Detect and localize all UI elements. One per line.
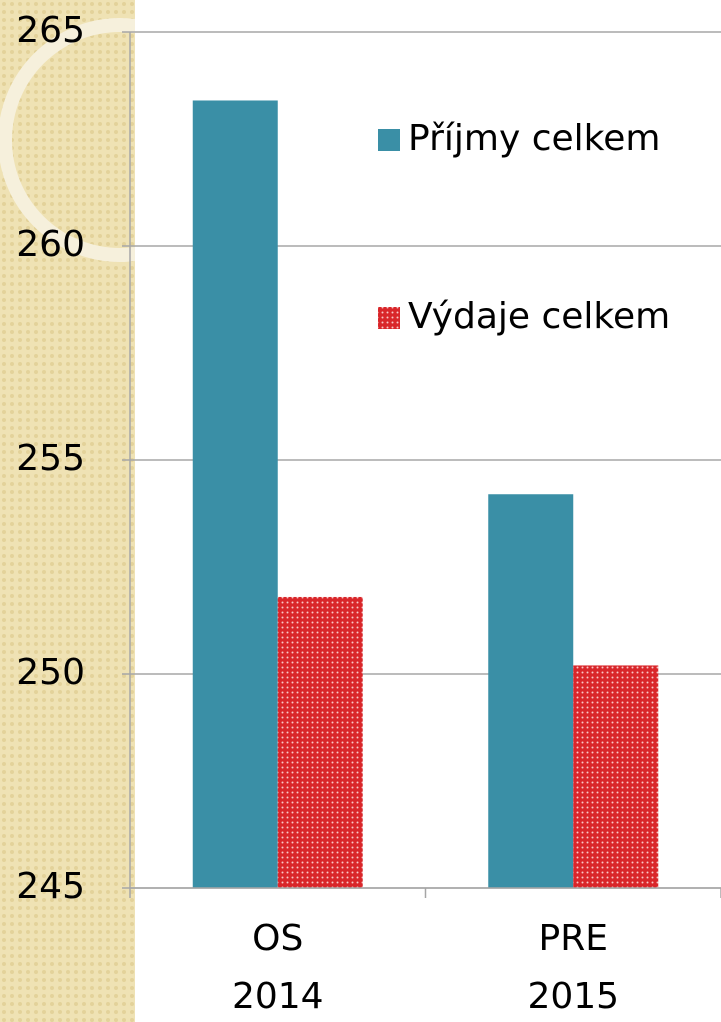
- side-strip: [0, 0, 135, 1022]
- x-tick-label: PRE 2015: [527, 918, 619, 1017]
- y-tick-label: 250: [16, 652, 85, 693]
- y-tick-label: 260: [16, 224, 85, 265]
- y-tick-label: 265: [16, 10, 85, 51]
- y-tick-label: 245: [16, 866, 85, 907]
- bar: [573, 665, 659, 888]
- bar: [192, 100, 278, 889]
- bar: [488, 494, 574, 888]
- bar: [277, 596, 363, 888]
- legend-label: Příjmy celkem: [408, 118, 660, 159]
- x-tick-label: OS 2014: [232, 918, 324, 1017]
- legend-swatch: [378, 307, 400, 329]
- legend-swatch: [378, 129, 400, 151]
- y-tick-label: 255: [16, 438, 85, 479]
- legend-label: Výdaje celkem: [408, 296, 670, 337]
